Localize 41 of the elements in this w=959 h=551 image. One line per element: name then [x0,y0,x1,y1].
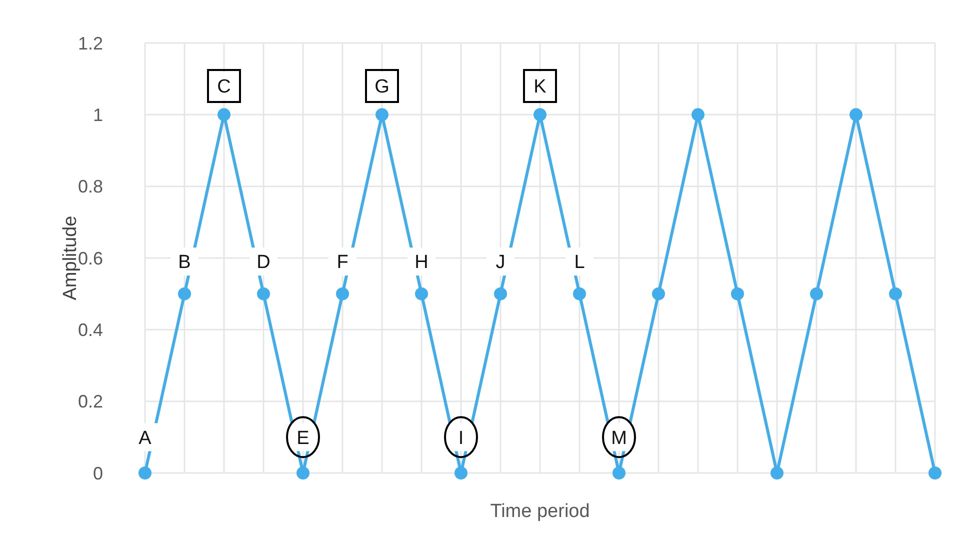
point [376,108,388,122]
annotation: G [374,76,390,98]
point [889,287,902,300]
point [928,466,942,480]
y-tick-label: 0 [92,463,103,484]
y-tick-label: 1.2 [78,33,103,54]
annotation: M [611,428,627,449]
annotation: D [256,252,270,274]
point [850,108,862,122]
y-tick-label: 0.8 [78,176,103,197]
y-tick-label: 0.2 [78,392,103,412]
point [652,287,665,300]
point [218,108,230,122]
point [178,287,191,300]
point [612,466,626,480]
y-tick-label: 1 [92,104,103,125]
annotation: A [138,428,152,449]
annotation: J [496,252,506,274]
point [454,466,468,480]
point [534,108,546,122]
point [810,287,823,300]
annotation: B [178,252,191,274]
point [573,287,586,300]
point [336,287,349,300]
point [692,108,704,122]
point [494,287,507,300]
point [770,466,784,480]
point [731,287,744,300]
annotation: H [414,252,428,274]
annotation: F [336,252,348,274]
point [138,466,152,480]
point [415,287,428,300]
x-axis-title: Time period [490,501,590,522]
annotation: I [458,428,464,449]
annotation: K [534,76,547,98]
annotation: L [574,252,585,274]
y-tick-label: 0.4 [78,320,103,340]
point [257,287,270,300]
annotation: C [217,76,231,98]
point [296,466,310,480]
annotation: E [296,428,310,449]
